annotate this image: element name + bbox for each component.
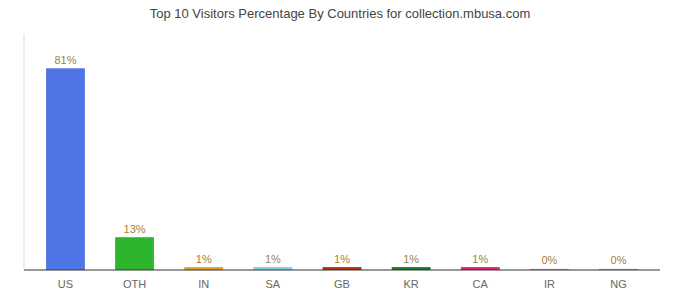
- chart-container: Top 10 Visitors Percentage By Countries …: [0, 0, 680, 300]
- data-labels: 81% 13% 1% 1% 1% 1% 1% 0% 0%: [54, 54, 626, 266]
- data-label: 81%: [54, 54, 76, 66]
- x-tick-label: GB: [334, 278, 350, 290]
- data-label: 1%: [196, 253, 212, 265]
- x-tick-label: CA: [473, 278, 489, 290]
- data-label: 13%: [124, 223, 146, 235]
- x-tick-label: IN: [198, 278, 209, 290]
- y-axis-line: [24, 34, 25, 270]
- chart-svg: Top 10 Visitors Percentage By Countries …: [0, 0, 680, 300]
- x-axis-line: [24, 269, 660, 270]
- data-label: 1%: [265, 253, 281, 265]
- x-tick-label: US: [58, 278, 73, 290]
- x-tick-label: OTH: [123, 278, 146, 290]
- x-tick-label: NG: [610, 278, 627, 290]
- data-label: 0%: [611, 254, 627, 266]
- x-tick-labels: US OTH IN SA GB KR CA IR NG: [58, 278, 627, 290]
- x-tick-label: SA: [266, 278, 281, 290]
- bar: [116, 238, 154, 270]
- title: Top 10 Visitors Percentage By Countries …: [150, 6, 531, 21]
- bar: [46, 69, 84, 270]
- x-tick-label: KR: [403, 278, 418, 290]
- data-label: 1%: [403, 253, 419, 265]
- data-label: 0%: [541, 254, 557, 266]
- x-tick-label: IR: [544, 278, 555, 290]
- data-label: 1%: [334, 253, 350, 265]
- data-label: 1%: [472, 253, 488, 265]
- bars: [46, 69, 637, 270]
